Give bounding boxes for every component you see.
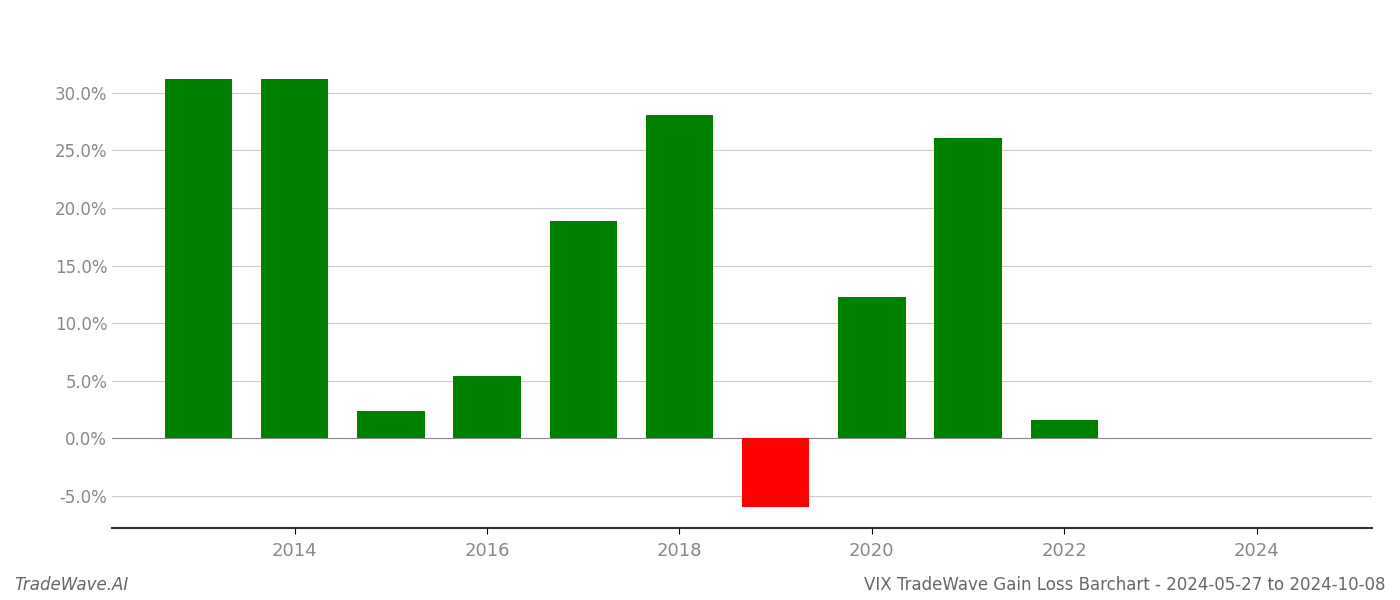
Bar <box>550 221 617 438</box>
Bar <box>645 115 713 438</box>
Bar <box>742 438 809 507</box>
Bar <box>934 138 1001 438</box>
Bar <box>357 410 424 438</box>
Text: TradeWave.AI: TradeWave.AI <box>14 576 129 594</box>
Bar <box>260 79 329 438</box>
Bar <box>1030 420 1098 438</box>
Text: VIX TradeWave Gain Loss Barchart - 2024-05-27 to 2024-10-08: VIX TradeWave Gain Loss Barchart - 2024-… <box>865 576 1386 594</box>
Bar <box>165 79 232 438</box>
Bar <box>839 296 906 438</box>
Bar <box>454 376 521 438</box>
